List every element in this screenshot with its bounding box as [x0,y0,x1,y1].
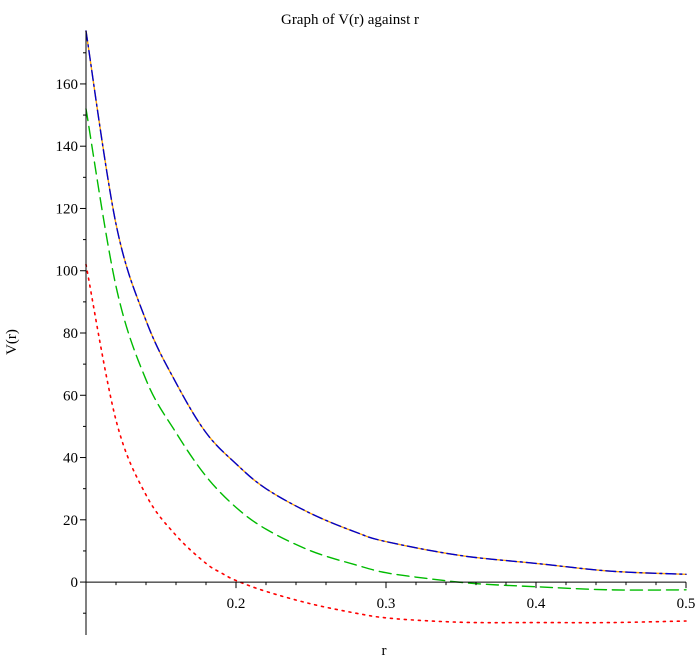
series-line-0 [85,30,687,575]
y-tick-label-5: 100 [56,264,79,280]
x-tick-label-1: 0.3 [377,596,396,612]
y-tick-label-7: 140 [56,139,79,155]
axes-layer [85,31,686,635]
y-tick-label-4: 80 [63,326,78,342]
series-line-2 [85,108,687,591]
x-axis-label: r [382,643,387,658]
y-tick-label-6: 120 [56,201,79,217]
y-tick-label-1: 20 [63,513,78,529]
y-tick-label-3: 60 [63,388,78,404]
series-line-1 [85,30,687,575]
y-tick-label-0: 0 [71,575,79,591]
series-layer [85,30,687,624]
chart-title: Graph of V(r) against r [281,12,419,28]
x-tick-label-3: 0.5 [677,596,696,612]
y-tick-label-2: 40 [63,451,78,467]
y-axis-label: V(r) [4,329,20,355]
x-tick-label-2: 0.4 [527,596,546,612]
x-tick-label-0: 0.2 [227,596,246,612]
y-tick-label-8: 160 [56,77,79,93]
series-line-3 [85,263,687,624]
ticks-layer: 0.2 0.3 0.4 0.5 0 20 40 60 80 100 120 140 160 [56,52,696,614]
